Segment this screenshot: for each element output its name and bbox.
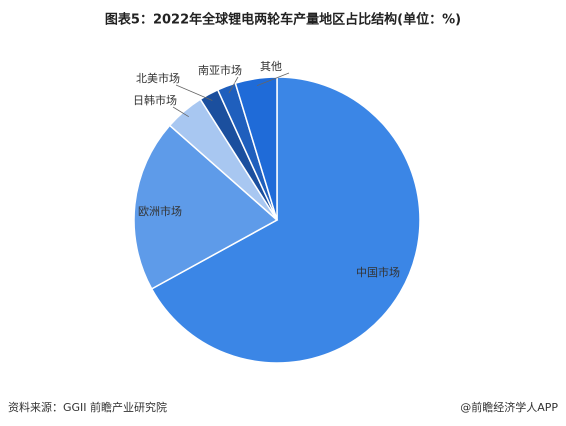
leader-line [228,76,239,94]
slice-label: 南亚市场 [198,63,242,77]
pie-slice [133,124,279,290]
slice-label: 北美市场 [136,71,180,85]
chart-title: 图表5：2022年全球锂电两轮车产量地区占比结构(单位：%) [105,12,461,28]
source: 资料来源：GGII 前瞻产业研究院 [8,400,167,414]
leader-line [175,84,213,101]
slice-label: 中国市场 [356,265,400,279]
slice-label: 日韩市场 [133,93,177,107]
credit: @前瞻经济学人APP [460,400,558,414]
leader-line [256,72,290,87]
leader-line [172,106,189,118]
slice-label: 其他 [260,60,282,73]
pie-slice [234,76,278,221]
pie-slice [150,76,421,364]
slice-label: 欧洲市场 [138,204,182,218]
